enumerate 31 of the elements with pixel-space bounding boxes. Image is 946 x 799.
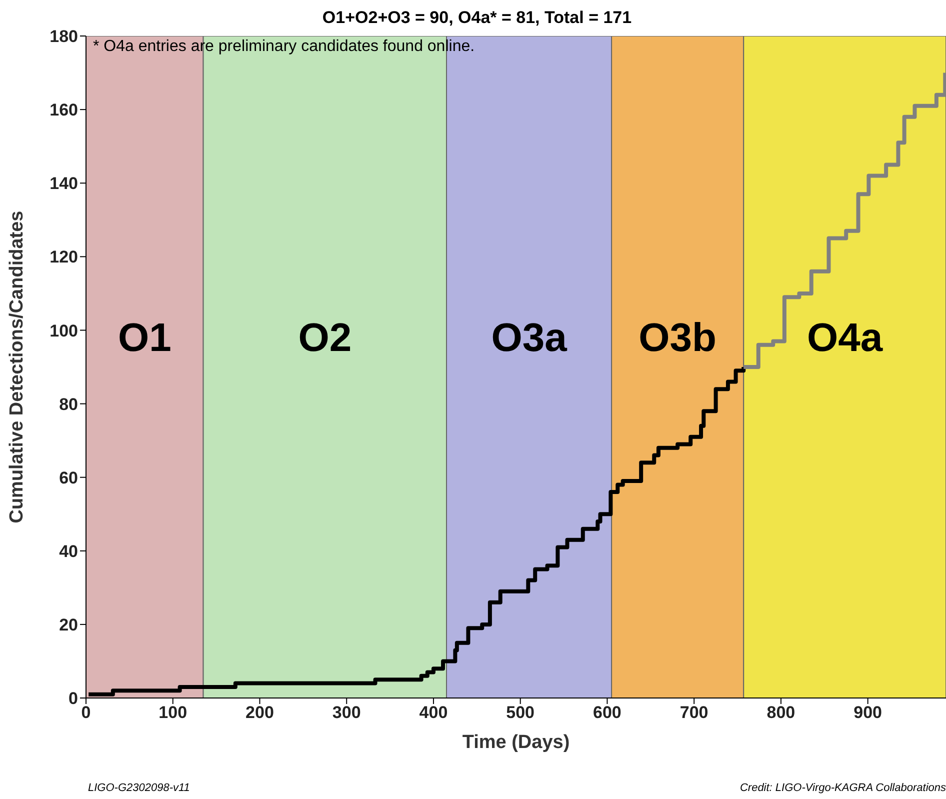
band-label: O3b <box>638 316 716 360</box>
band-label: O2 <box>298 316 352 360</box>
y-tick-label: 120 <box>50 248 78 267</box>
band-label: O3a <box>491 316 568 360</box>
text: Credit: LIGO-Virgo-KAGRA Collaborations <box>740 782 946 794</box>
x-axis-title: Time (Days) <box>462 732 570 753</box>
x-tick-label: 400 <box>419 703 448 722</box>
x-tick-label: 900 <box>854 703 882 722</box>
x-tick-label: 300 <box>332 703 361 722</box>
y-tick-label: 140 <box>50 174 78 194</box>
annotation: * O4a entries are preliminary candidates found online. <box>93 38 475 56</box>
y-tick-label: 60 <box>59 468 78 488</box>
y-tick-label: 0 <box>68 689 78 708</box>
x-tick-label: 100 <box>158 703 188 722</box>
text: LIGO-G2302098-v11 <box>88 782 190 794</box>
x-tick-label: 0 <box>81 703 91 722</box>
y-tick-label: 20 <box>59 615 78 634</box>
x-tick-label: 800 <box>766 703 796 722</box>
y-tick-label: 40 <box>59 542 78 561</box>
y-tick-label: 80 <box>59 394 78 414</box>
y-tick-label: 100 <box>50 321 78 340</box>
band-label: O4a <box>806 316 884 360</box>
y-tick-label: 180 <box>50 27 78 46</box>
x-tick-label: 600 <box>593 703 622 722</box>
x-tick-label: 200 <box>246 703 274 722</box>
x-tick-label: 500 <box>506 703 535 722</box>
chart-title: O1+O2+O3 = 90, O4a* = 81, Total = 171 <box>321 8 633 28</box>
y-axis-title: Cumulative Detections/Candidates <box>6 210 28 524</box>
band-label: O1 <box>118 316 172 360</box>
y-tick-label: 160 <box>50 100 78 120</box>
x-tick-label: 700 <box>680 703 708 722</box>
